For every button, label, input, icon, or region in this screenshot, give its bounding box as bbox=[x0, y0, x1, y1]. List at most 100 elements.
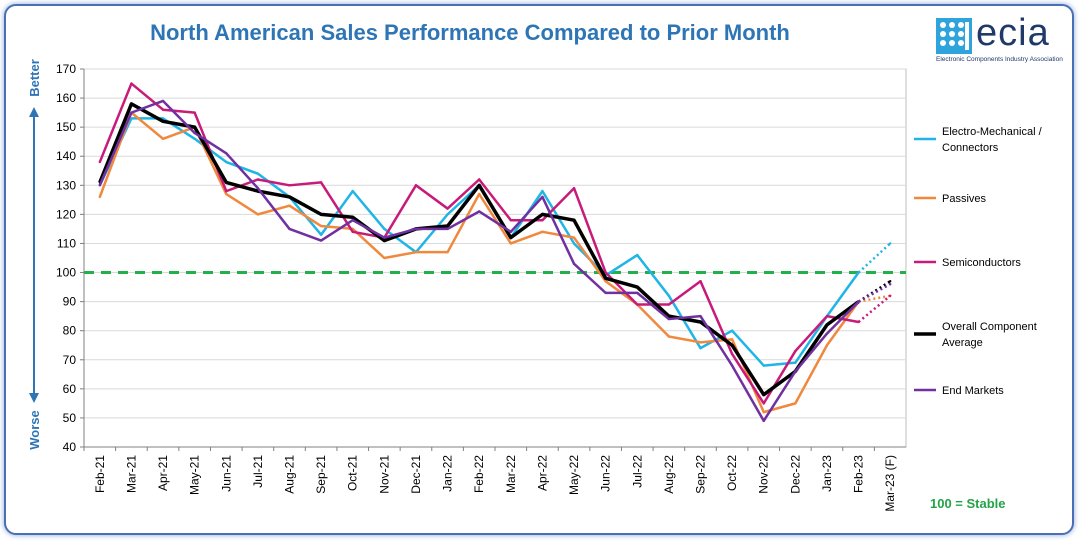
data-point bbox=[667, 303, 671, 306]
data-point bbox=[351, 216, 354, 219]
data-point bbox=[98, 184, 102, 187]
x-tick-label: Jan-23 bbox=[820, 455, 834, 492]
plot-area bbox=[83, 68, 907, 448]
legend-label: Average bbox=[942, 337, 983, 349]
data-point bbox=[509, 219, 513, 222]
forecast-segment bbox=[857, 242, 892, 274]
y-tick-label: 40 bbox=[63, 440, 77, 454]
forecast-segment bbox=[857, 283, 891, 303]
data-point bbox=[730, 329, 734, 332]
data-point bbox=[193, 131, 196, 135]
data-point bbox=[256, 178, 260, 181]
data-point bbox=[509, 230, 513, 234]
data-point bbox=[762, 364, 765, 367]
data-point bbox=[541, 213, 544, 216]
y-axis: 40 50 60 70 80 90 100 110 120 130 140 150 160 170 bbox=[56, 62, 85, 454]
y-tick-label: 160 bbox=[56, 91, 76, 105]
data-point bbox=[225, 192, 228, 196]
x-tick-label: Apr-21 bbox=[156, 455, 170, 491]
data-point bbox=[699, 280, 702, 283]
data-point bbox=[383, 236, 386, 239]
y-tick-label: 120 bbox=[56, 207, 76, 221]
better-label: Better bbox=[27, 59, 42, 97]
forecast-point bbox=[888, 242, 892, 245]
data-point bbox=[161, 99, 165, 103]
plot-border bbox=[83, 68, 907, 448]
y-tick-label: 110 bbox=[57, 236, 76, 250]
data-point bbox=[225, 181, 228, 184]
x-tick-label: Mar-21 bbox=[124, 455, 138, 493]
data-point bbox=[604, 271, 607, 274]
data-point bbox=[446, 227, 449, 231]
data-point bbox=[288, 227, 291, 231]
x-tick-label: Mar-22 bbox=[504, 455, 518, 493]
data-point bbox=[699, 320, 702, 324]
x-tick-label: Jun-22 bbox=[599, 455, 613, 492]
chart-title: North American Sales Performance Compare… bbox=[150, 20, 790, 45]
x-tick-label: Jul-22 bbox=[630, 455, 644, 488]
data-point bbox=[699, 314, 702, 318]
data-point bbox=[319, 239, 323, 242]
ecia-logo: ecia Electronic Components Industry Asso… bbox=[936, 12, 1068, 66]
x-tick-label: Mar-23 (F) bbox=[883, 455, 897, 512]
data-point bbox=[794, 349, 797, 353]
data-point bbox=[446, 224, 449, 228]
data-point bbox=[256, 187, 260, 190]
data-point bbox=[857, 300, 860, 303]
data-point bbox=[477, 210, 481, 213]
data-point bbox=[477, 184, 481, 187]
data-point bbox=[762, 410, 765, 414]
data-point bbox=[98, 160, 102, 164]
data-point bbox=[667, 335, 671, 338]
data-point bbox=[636, 253, 639, 257]
data-point bbox=[572, 219, 576, 222]
data-point bbox=[762, 419, 765, 423]
data-point bbox=[477, 178, 481, 181]
data-point bbox=[572, 187, 576, 190]
data-point bbox=[541, 189, 544, 193]
better-worse-indicator: Better Worse bbox=[27, 59, 42, 450]
x-tick-label: Feb-23 bbox=[852, 455, 866, 493]
x-tick-label: Aug-22 bbox=[662, 455, 676, 494]
y-tick-label: 80 bbox=[63, 324, 77, 338]
arrow-up-head bbox=[29, 107, 39, 117]
x-tick-label: Dec-22 bbox=[788, 455, 802, 494]
x-tick-label: Jul-21 bbox=[251, 455, 265, 488]
data-point bbox=[636, 285, 639, 289]
data-point bbox=[825, 323, 829, 327]
data-point bbox=[730, 338, 734, 341]
data-point bbox=[319, 181, 323, 184]
data-point bbox=[351, 189, 354, 193]
y-tick-label: 150 bbox=[56, 120, 76, 134]
data-point bbox=[572, 242, 576, 245]
data-point bbox=[604, 277, 607, 280]
arrow-down-head bbox=[29, 393, 39, 403]
y-tick-label: 60 bbox=[63, 382, 77, 396]
forecast-segment bbox=[857, 294, 891, 323]
data-point bbox=[130, 102, 133, 106]
data-point bbox=[794, 402, 797, 405]
x-tick-label: May-21 bbox=[188, 455, 202, 495]
legend-label: Electro-Mechanical / bbox=[942, 126, 1043, 138]
data-point bbox=[730, 352, 734, 356]
data-point bbox=[509, 236, 513, 239]
y-tick-label: 50 bbox=[63, 411, 77, 425]
data-point bbox=[572, 236, 576, 239]
data-point bbox=[161, 137, 165, 140]
data-point bbox=[667, 314, 671, 318]
stable-note: 100 = Stable bbox=[930, 496, 1006, 511]
data-point bbox=[256, 172, 260, 175]
data-point bbox=[857, 320, 860, 324]
data-point bbox=[699, 341, 702, 344]
data-point bbox=[414, 184, 418, 187]
series-end-markets bbox=[98, 99, 892, 423]
data-point bbox=[414, 227, 418, 231]
data-point bbox=[730, 344, 734, 347]
data-point bbox=[319, 233, 323, 236]
data-point bbox=[383, 256, 386, 260]
data-point bbox=[383, 227, 386, 231]
forecast-point bbox=[888, 280, 892, 283]
data-point bbox=[193, 137, 196, 140]
forecast-point bbox=[888, 282, 892, 286]
x-tick-label: Jun-21 bbox=[219, 455, 233, 492]
